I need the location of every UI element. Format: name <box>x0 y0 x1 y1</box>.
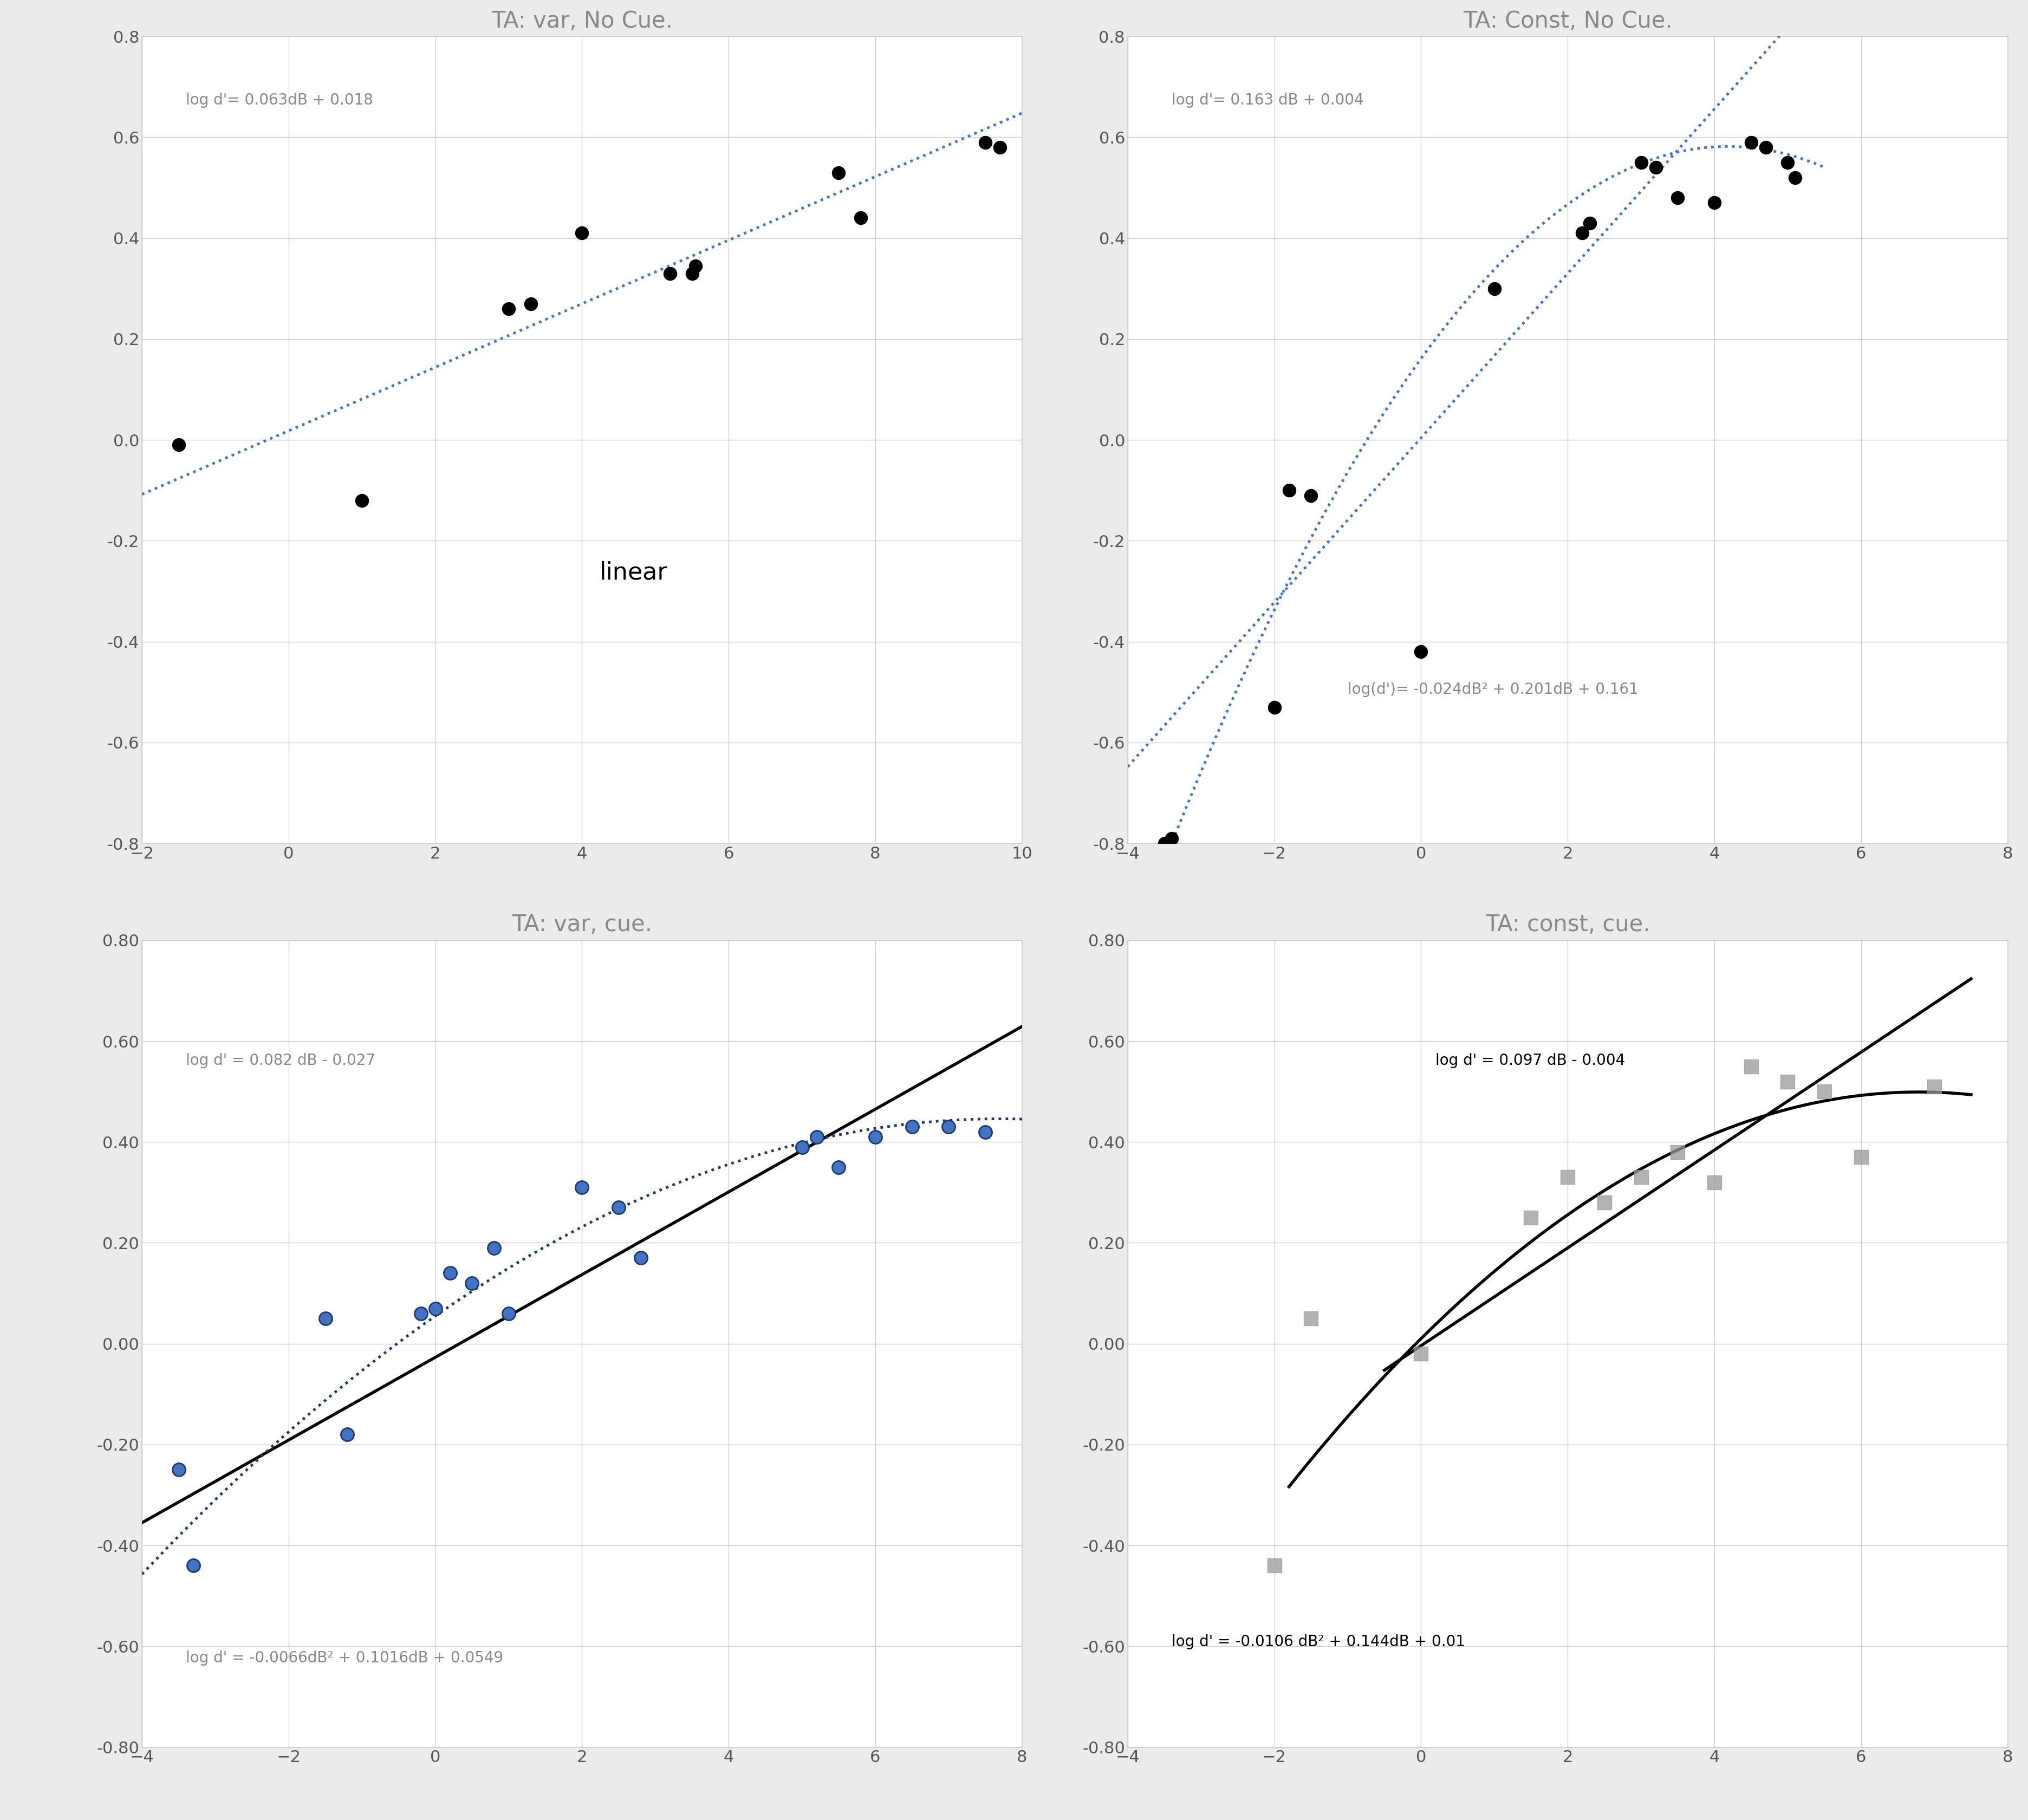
Point <box>1624 147 1657 177</box>
Point <box>479 1234 511 1263</box>
Point <box>1624 1163 1657 1192</box>
Point <box>566 1172 598 1201</box>
Point <box>1274 475 1306 504</box>
Point <box>1478 275 1511 304</box>
Point <box>1566 218 1598 248</box>
Text: log d' = -0.0106 dB² + 0.144dB + 0.01: log d' = -0.0106 dB² + 0.144dB + 0.01 <box>1172 1634 1466 1649</box>
Point <box>969 127 1002 157</box>
Point <box>801 1123 834 1152</box>
Point <box>679 251 712 280</box>
Point <box>176 1551 209 1580</box>
Point <box>1405 637 1438 666</box>
Point <box>1809 1077 1841 1107</box>
Point <box>162 430 195 459</box>
Point <box>1918 1072 1951 1101</box>
Point <box>1551 1163 1584 1192</box>
Title: TA: const, cue.: TA: const, cue. <box>1484 914 1651 935</box>
Point <box>1294 480 1326 510</box>
Point <box>675 258 708 288</box>
Point <box>420 1294 452 1323</box>
Title: TA: Const, No Cue.: TA: Const, No Cue. <box>1462 9 1673 33</box>
Point <box>1697 1168 1730 1198</box>
Point <box>1734 127 1766 157</box>
Title: TA: var, cue.: TA: var, cue. <box>511 914 653 935</box>
Point <box>602 1192 635 1221</box>
Point <box>456 1269 489 1298</box>
Point <box>823 158 856 187</box>
Point <box>331 1420 363 1449</box>
Point <box>933 1112 965 1141</box>
Point <box>1405 1340 1438 1369</box>
Point <box>653 258 685 288</box>
Point <box>404 1299 436 1329</box>
Point <box>1639 153 1671 182</box>
Text: log d' = 0.082 dB - 0.027: log d' = 0.082 dB - 0.027 <box>187 1054 375 1068</box>
Text: log(d')= -0.024dB² + 0.201dB + 0.161: log(d')= -0.024dB² + 0.201dB + 0.161 <box>1349 682 1639 697</box>
Point <box>1845 1143 1878 1172</box>
Point <box>345 486 377 515</box>
Point <box>1156 824 1188 854</box>
Point <box>1697 187 1730 217</box>
Text: log d'= 0.063dB + 0.018: log d'= 0.063dB + 0.018 <box>187 93 373 107</box>
Point <box>785 1132 817 1161</box>
Text: log d'= 0.163 dB + 0.004: log d'= 0.163 dB + 0.004 <box>1172 93 1363 107</box>
Point <box>1148 828 1180 857</box>
Point <box>566 218 598 248</box>
Point <box>625 1243 657 1272</box>
Point <box>1661 1138 1693 1167</box>
Point <box>1294 1303 1326 1332</box>
Point <box>1772 147 1805 177</box>
Point <box>434 1259 466 1289</box>
Point <box>493 295 525 324</box>
Point <box>969 1117 1002 1147</box>
Point <box>1661 184 1693 213</box>
Point <box>1772 1067 1805 1096</box>
Point <box>308 1303 341 1332</box>
Point <box>1588 1188 1620 1218</box>
Text: log d' = 0.097 dB - 0.004: log d' = 0.097 dB - 0.004 <box>1436 1054 1624 1068</box>
Point <box>493 1299 525 1329</box>
Point <box>860 1123 892 1152</box>
Text: linear: linear <box>600 561 667 584</box>
Point <box>896 1112 929 1141</box>
Point <box>823 1152 856 1181</box>
Point <box>1257 693 1290 723</box>
Point <box>162 1456 195 1485</box>
Point <box>1734 1052 1766 1081</box>
Text: log d' = -0.0066dB² + 0.1016dB + 0.0549: log d' = -0.0066dB² + 0.1016dB + 0.0549 <box>187 1651 503 1665</box>
Point <box>1750 133 1783 162</box>
Point <box>1515 1203 1547 1232</box>
Point <box>1257 1551 1290 1580</box>
Point <box>1779 164 1811 193</box>
Point <box>844 204 876 233</box>
Point <box>1574 209 1606 238</box>
Title: TA: var, No Cue.: TA: var, No Cue. <box>491 9 673 33</box>
Point <box>515 289 548 318</box>
Point <box>984 133 1016 162</box>
